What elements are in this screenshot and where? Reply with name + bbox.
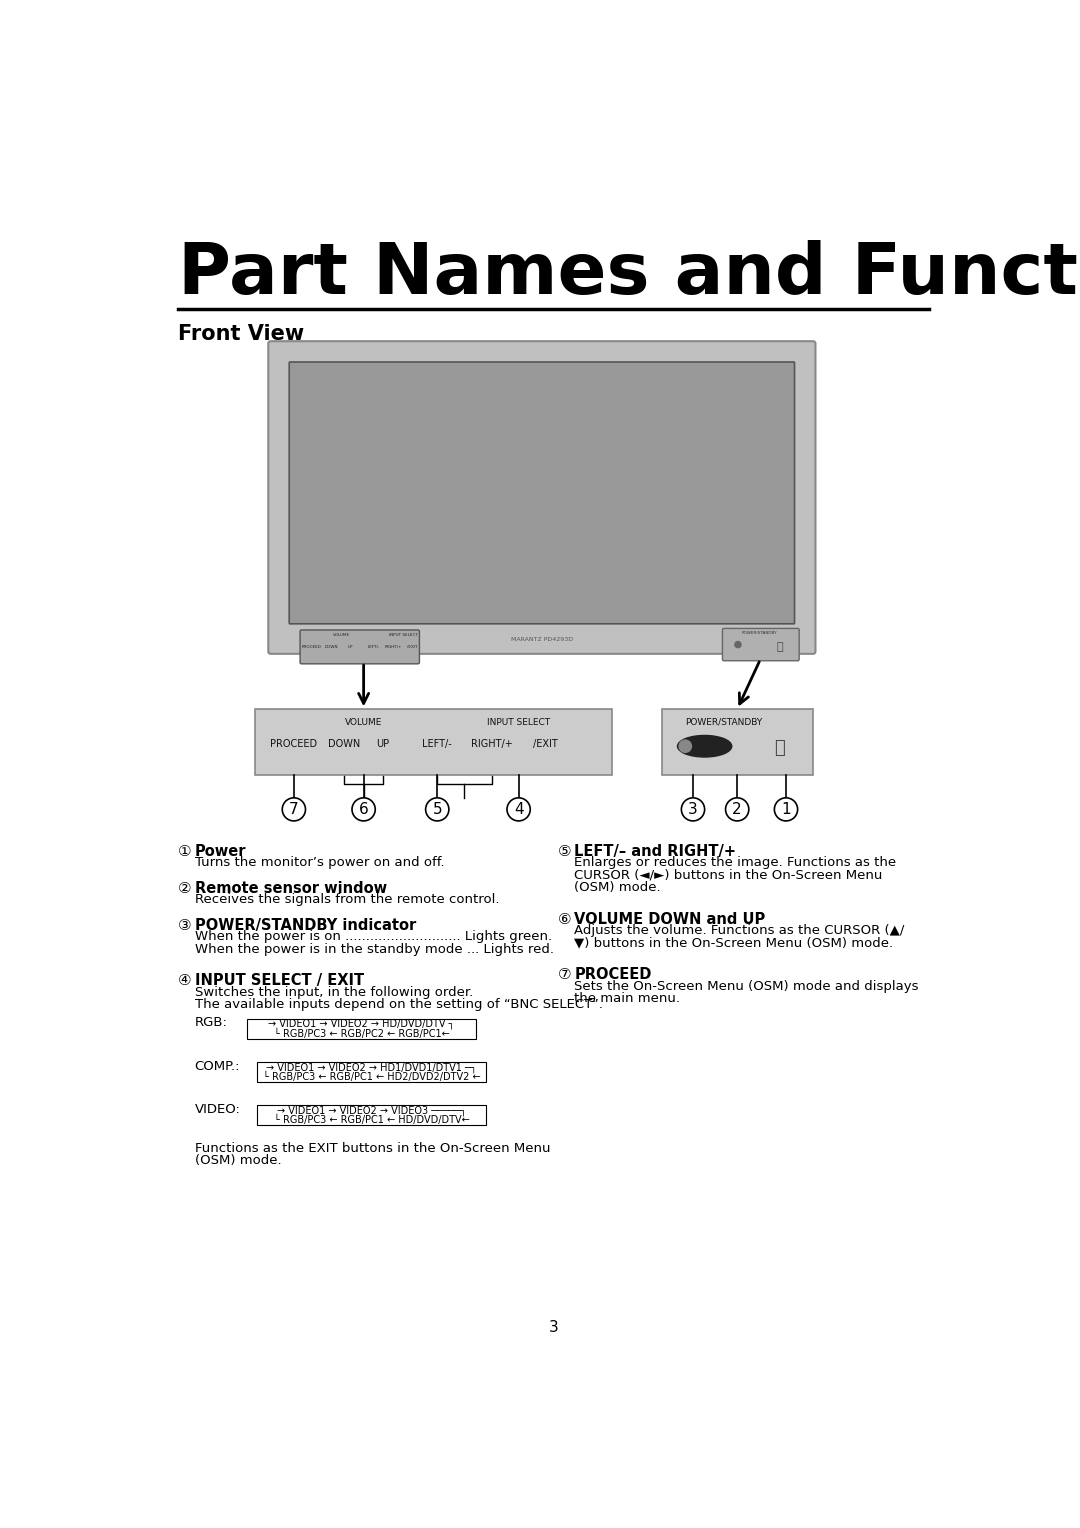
Text: When the power is on ............................ Lights green.: When the power is on ...................… (194, 931, 552, 943)
Text: Remote sensor window: Remote sensor window (194, 882, 387, 895)
Text: 2: 2 (732, 802, 742, 817)
Text: RGB:: RGB: (194, 1016, 228, 1030)
Text: POWER/STANDBY: POWER/STANDBY (686, 718, 762, 727)
Circle shape (681, 798, 704, 821)
Text: → VIDEO1 → VIDEO2 → HD/DVD/DTV ┐: → VIDEO1 → VIDEO2 → HD/DVD/DTV ┐ (269, 1019, 455, 1030)
Text: LEFT/-: LEFT/- (422, 740, 453, 749)
Text: └ RGB/PC3 ← RGB/PC1 ← HD2/DVD2/DTV2 ←: └ RGB/PC3 ← RGB/PC1 ← HD2/DVD2/DTV2 ← (262, 1071, 481, 1082)
Text: When the power is in the standby mode ... Lights red.: When the power is in the standby mode ..… (194, 943, 554, 955)
Text: → VIDEO1 → VIDEO2 → HD1/DVD1/DTV1 ─┐: → VIDEO1 → VIDEO2 → HD1/DVD1/DTV1 ─┐ (267, 1062, 477, 1073)
Text: MARANTZ PD4293D: MARANTZ PD4293D (511, 637, 572, 642)
Text: /EXIT: /EXIT (407, 645, 418, 649)
Text: ⑦: ⑦ (557, 967, 571, 983)
Text: UP: UP (377, 740, 390, 749)
Text: RIGHT/+: RIGHT/+ (471, 740, 512, 749)
Text: VOLUME DOWN and UP: VOLUME DOWN and UP (575, 912, 766, 927)
Text: Switches the input, in the following order.: Switches the input, in the following ord… (194, 986, 473, 999)
Text: Front View: Front View (177, 324, 303, 344)
Text: LEFT/-: LEFT/- (367, 645, 380, 649)
Circle shape (352, 798, 375, 821)
Text: the main menu.: the main menu. (575, 992, 680, 1005)
Text: Receives the signals from the remote control.: Receives the signals from the remote con… (194, 894, 499, 906)
Text: 3: 3 (688, 802, 698, 817)
Text: PROCEED: PROCEED (575, 967, 652, 983)
Text: DOWN: DOWN (328, 740, 361, 749)
FancyBboxPatch shape (300, 630, 419, 663)
Text: Sets the On-Screen Menu (OSM) mode and displays: Sets the On-Screen Menu (OSM) mode and d… (575, 979, 919, 993)
Bar (257, 1105, 486, 1125)
Bar (247, 1019, 476, 1039)
Circle shape (507, 798, 530, 821)
Text: LEFT/– and RIGHT/+: LEFT/– and RIGHT/+ (575, 843, 737, 859)
Bar (662, 709, 813, 775)
Text: ③: ③ (177, 918, 191, 934)
Text: Adjusts the volume. Functions as the CURSOR (▲/: Adjusts the volume. Functions as the CUR… (575, 924, 905, 937)
Bar (255, 709, 611, 775)
Text: ▼) buttons in the On-Screen Menu (OSM) mode.: ▼) buttons in the On-Screen Menu (OSM) m… (575, 937, 893, 949)
Text: (OSM) mode.: (OSM) mode. (575, 882, 661, 894)
Text: POWER/STANDBY indicator: POWER/STANDBY indicator (194, 918, 416, 934)
Text: ⑤: ⑤ (557, 843, 571, 859)
Circle shape (734, 642, 741, 648)
Circle shape (774, 798, 798, 821)
Text: The available inputs depend on the setting of “BNC SELECT”.: The available inputs depend on the setti… (194, 998, 603, 1012)
Text: ⑥: ⑥ (557, 912, 571, 927)
Text: Power: Power (194, 843, 246, 859)
Text: VOLUME: VOLUME (345, 718, 382, 727)
Circle shape (282, 798, 306, 821)
Text: 5: 5 (432, 802, 442, 817)
Text: 3: 3 (549, 1320, 558, 1335)
Circle shape (679, 740, 691, 752)
Circle shape (726, 798, 748, 821)
Text: 1: 1 (781, 802, 791, 817)
Text: └ RGB/PC3 ← RGB/PC1 ← HD/DVD/DTV←: └ RGB/PC3 ← RGB/PC1 ← HD/DVD/DTV← (274, 1114, 470, 1125)
Text: VOLUME: VOLUME (333, 633, 350, 637)
Text: ⏻: ⏻ (774, 738, 785, 756)
Text: ⏻: ⏻ (777, 642, 783, 652)
Circle shape (426, 798, 449, 821)
FancyBboxPatch shape (723, 628, 799, 660)
Text: ②: ② (177, 882, 191, 895)
Text: └ RGB/PC3 ← RGB/PC2 ← RGB/PC1←: └ RGB/PC3 ← RGB/PC2 ← RGB/PC1← (274, 1028, 449, 1039)
Text: ①: ① (177, 843, 191, 859)
Text: ④: ④ (177, 973, 191, 989)
Text: 4: 4 (514, 802, 524, 817)
Text: Enlarges or reduces the image. Functions as the: Enlarges or reduces the image. Functions… (575, 856, 896, 869)
Text: Turns the monitor’s power on and off.: Turns the monitor’s power on and off. (194, 856, 444, 869)
Text: VIDEO:: VIDEO: (194, 1103, 241, 1115)
Text: COMP.:: COMP.: (194, 1059, 240, 1073)
Text: Functions as the EXIT buttons in the On-Screen Menu: Functions as the EXIT buttons in the On-… (194, 1141, 550, 1155)
Text: INPUT SELECT: INPUT SELECT (487, 718, 550, 727)
Text: INPUT SELECT / EXIT: INPUT SELECT / EXIT (194, 973, 364, 989)
FancyBboxPatch shape (268, 341, 815, 654)
Text: RIGHT/+: RIGHT/+ (384, 645, 402, 649)
Text: DOWN: DOWN (324, 645, 338, 649)
Text: 7: 7 (289, 802, 299, 817)
Ellipse shape (677, 735, 732, 756)
Text: PROCEED: PROCEED (301, 645, 322, 649)
Text: Part Names and Function: Part Names and Function (177, 240, 1080, 309)
Text: INPUT SELECT: INPUT SELECT (389, 633, 418, 637)
Text: POWER/STANDBY: POWER/STANDBY (742, 631, 778, 636)
Text: (OSM) mode.: (OSM) mode. (194, 1155, 281, 1167)
Text: PROCEED: PROCEED (270, 740, 318, 749)
Text: 6: 6 (359, 802, 368, 817)
Text: → VIDEO1 → VIDEO2 → VIDEO3 ─────┐: → VIDEO1 → VIDEO2 → VIDEO3 ─────┐ (276, 1105, 467, 1115)
Text: CURSOR (◄/►) buttons in the On-Screen Menu: CURSOR (◄/►) buttons in the On-Screen Me… (575, 868, 882, 882)
FancyBboxPatch shape (289, 362, 795, 623)
Text: UP: UP (348, 645, 353, 649)
Bar (257, 1062, 486, 1082)
Text: /EXIT: /EXIT (534, 740, 558, 749)
